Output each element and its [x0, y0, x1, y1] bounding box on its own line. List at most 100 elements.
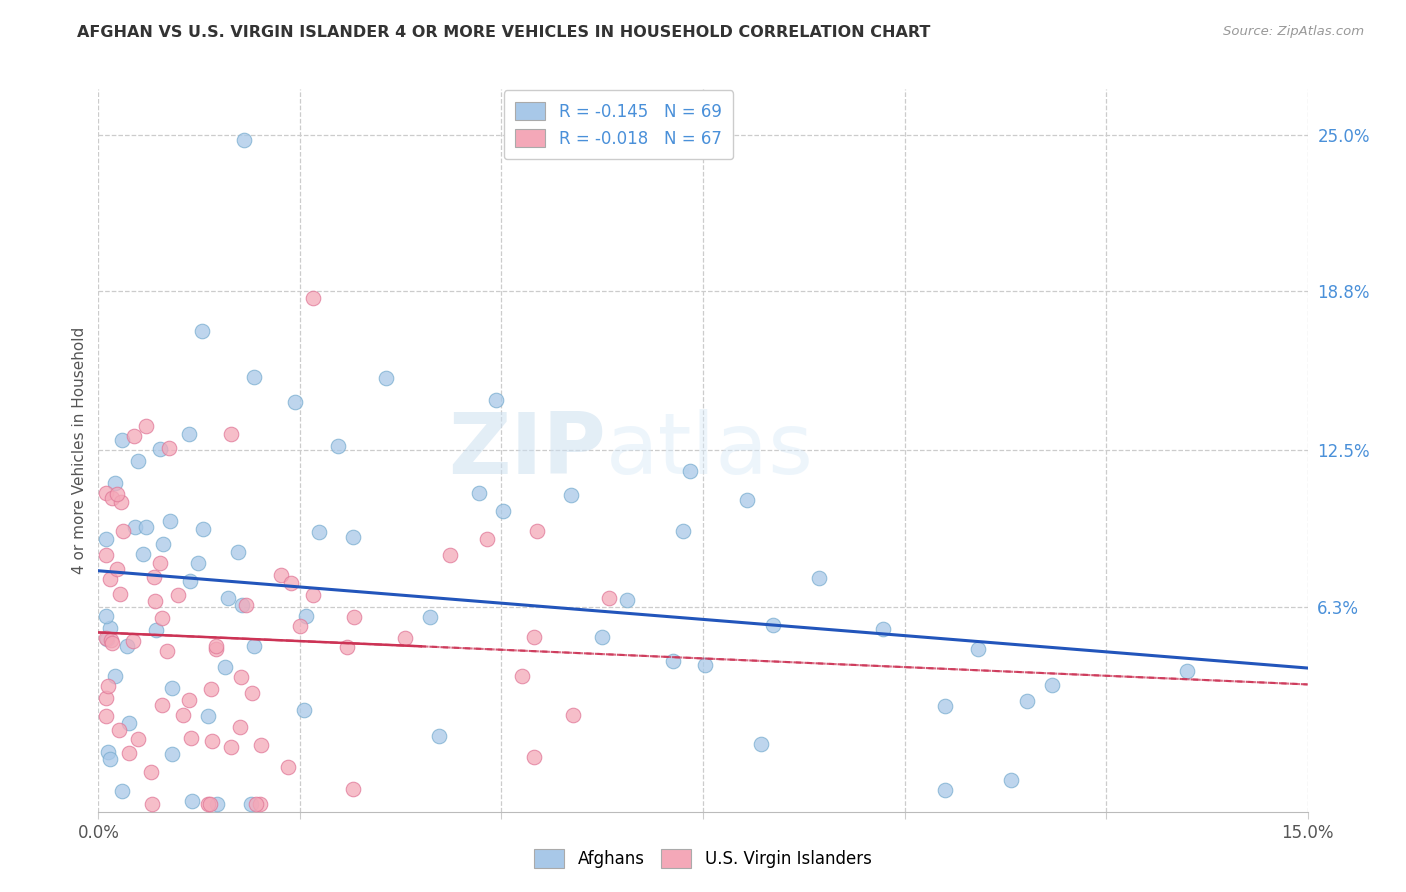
Point: [523, 749, 546, 764]
Point: [181, 794, 204, 808]
Legend: Afghans, U.S. Virgin Islanders: Afghans, U.S. Virgin Islanders: [527, 843, 879, 875]
Point: [143, 570, 166, 584]
Point: [201, 734, 224, 748]
Point: [101, 491, 124, 506]
Legend: R = -0.145   N = 69, R = -0.018   N = 67: R = -0.145 N = 69, R = -0.018 N = 67: [503, 90, 733, 160]
Point: [160, 681, 183, 696]
Point: [111, 434, 134, 448]
Point: [284, 394, 307, 409]
Point: [96, 690, 118, 705]
Point: [118, 746, 141, 760]
Point: [108, 587, 131, 601]
Point: [167, 588, 190, 602]
Y-axis label: 4 or more Vehicles in Household: 4 or more Vehicles in Household: [72, 326, 87, 574]
Point: [240, 686, 263, 700]
Point: [695, 658, 717, 673]
Point: [245, 797, 267, 812]
Point: [157, 441, 180, 455]
Point: [492, 504, 515, 518]
Point: [243, 639, 266, 653]
Point: [156, 644, 179, 658]
Point: [97, 679, 120, 693]
Point: [96, 632, 118, 647]
Text: Source: ZipAtlas.com: Source: ZipAtlas.com: [1223, 25, 1364, 38]
Point: [231, 598, 253, 612]
Point: [468, 486, 491, 500]
Point: [107, 723, 129, 737]
Point: [672, 524, 695, 538]
Point: [193, 522, 215, 536]
Point: [96, 708, 118, 723]
Point: [243, 370, 266, 384]
Point: [98, 752, 121, 766]
Point: [204, 641, 226, 656]
Point: [308, 525, 330, 540]
Point: [427, 729, 450, 743]
Point: [226, 545, 249, 559]
Point: [98, 621, 121, 635]
Point: [295, 609, 318, 624]
Point: [616, 592, 638, 607]
Point: [679, 465, 702, 479]
Point: [115, 639, 138, 653]
Point: [177, 692, 200, 706]
Point: [150, 698, 173, 713]
Point: [104, 669, 127, 683]
Point: [485, 392, 508, 407]
Point: [598, 591, 620, 606]
Point: [934, 783, 956, 797]
Point: [100, 632, 122, 647]
Point: [127, 454, 149, 468]
Point: [97, 745, 120, 759]
Point: [96, 548, 118, 562]
Point: [301, 291, 323, 305]
Text: atlas: atlas: [606, 409, 814, 492]
Point: [328, 440, 350, 454]
Point: [105, 486, 128, 500]
Point: [135, 418, 157, 433]
Point: [1017, 693, 1039, 707]
Point: [302, 588, 325, 602]
Point: [152, 611, 174, 625]
Point: [121, 634, 143, 648]
Point: [277, 760, 299, 774]
Point: [145, 623, 167, 637]
Point: [180, 731, 202, 745]
Point: [187, 556, 209, 570]
Point: [207, 797, 229, 812]
Point: [219, 427, 242, 442]
Point: [200, 681, 222, 696]
Point: [934, 698, 956, 713]
Point: [662, 654, 685, 668]
Point: [127, 731, 149, 746]
Point: [100, 636, 122, 650]
Point: [250, 738, 273, 752]
Point: [375, 371, 398, 385]
Point: [141, 765, 163, 780]
Point: [152, 537, 174, 551]
Point: [149, 556, 172, 570]
Point: [104, 475, 127, 490]
Point: [342, 782, 364, 797]
Point: [197, 797, 219, 812]
Point: [96, 486, 118, 500]
Point: [270, 568, 292, 582]
Point: [762, 618, 785, 632]
Point: [562, 708, 585, 723]
Point: [191, 325, 214, 339]
Point: [808, 571, 831, 585]
Point: [143, 593, 166, 607]
Point: [560, 488, 582, 502]
Point: [160, 747, 183, 761]
Point: [510, 669, 533, 683]
Point: [149, 442, 172, 456]
Point: [342, 530, 364, 544]
Point: [336, 640, 359, 655]
Point: [1040, 677, 1063, 691]
Point: [872, 622, 894, 636]
Point: [292, 703, 315, 717]
Point: [204, 639, 226, 653]
Point: [232, 133, 254, 147]
Point: [235, 598, 257, 612]
Point: [967, 641, 990, 656]
